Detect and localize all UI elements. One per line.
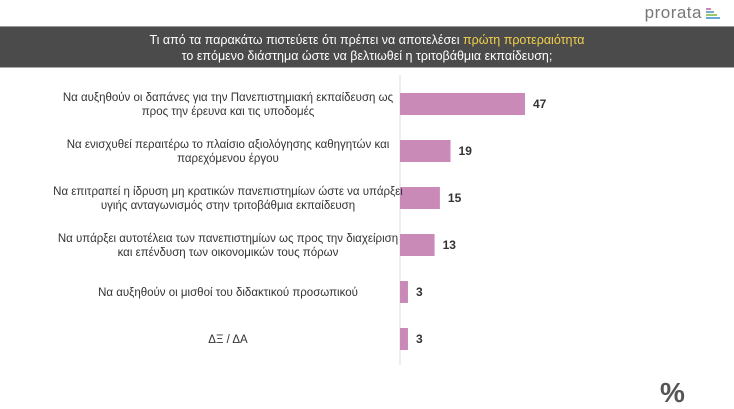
bar <box>400 187 440 209</box>
bar <box>400 140 451 162</box>
question-line-2: το επόμενο διάστημα ώστε να βελτιωθεί η … <box>181 49 553 63</box>
question-banner: Τι από τα παρακάτω πιστεύετε ότι πρέπει … <box>0 26 734 68</box>
category-label: ΔΞ / ΔΑ <box>208 334 248 346</box>
bar <box>400 328 408 350</box>
bar <box>400 281 408 303</box>
category-label: Να αυξηθούν οι δαπάνες για την Πανεπιστη… <box>63 92 394 118</box>
data-label: 19 <box>459 144 473 158</box>
bar-chart: 47 Να αυξηθούν οι δαπάνες για την Πανεπισ… <box>53 75 547 365</box>
category-label: Να αυξηθούν οι μισθοί του διδακτικού προ… <box>98 287 358 299</box>
prorata-logo: prorata <box>645 3 720 23</box>
question-text: Τι από τα παρακάτω πιστεύετε ότι πρέπει … <box>149 33 464 47</box>
data-label: 3 <box>416 285 423 299</box>
data-label: 3 <box>416 332 423 346</box>
data-label: 47 <box>533 97 547 111</box>
category-label: Να υπάρξει αυτοτέλεια των πανεπιστημίων … <box>58 233 398 259</box>
data-label: 15 <box>448 191 462 205</box>
category-label: Να επιτραπεί η ίδρυση μη κρατικών πανεπι… <box>53 186 403 212</box>
data-label: 13 <box>443 238 457 252</box>
question-line-1: Τι από τα παρακάτω πιστεύετε ότι πρέπει … <box>0 32 734 48</box>
logo-bars-icon <box>706 7 720 19</box>
question-highlight: πρώτη προτεραιότητα <box>463 33 585 47</box>
category-label: Να ενισχυθεί περαιτέρω το πλαίσιο αξιολό… <box>67 139 390 165</box>
logo-text: prorata <box>644 3 702 22</box>
bar <box>400 234 435 256</box>
bar <box>400 93 525 115</box>
percent-icon: % <box>660 377 685 408</box>
